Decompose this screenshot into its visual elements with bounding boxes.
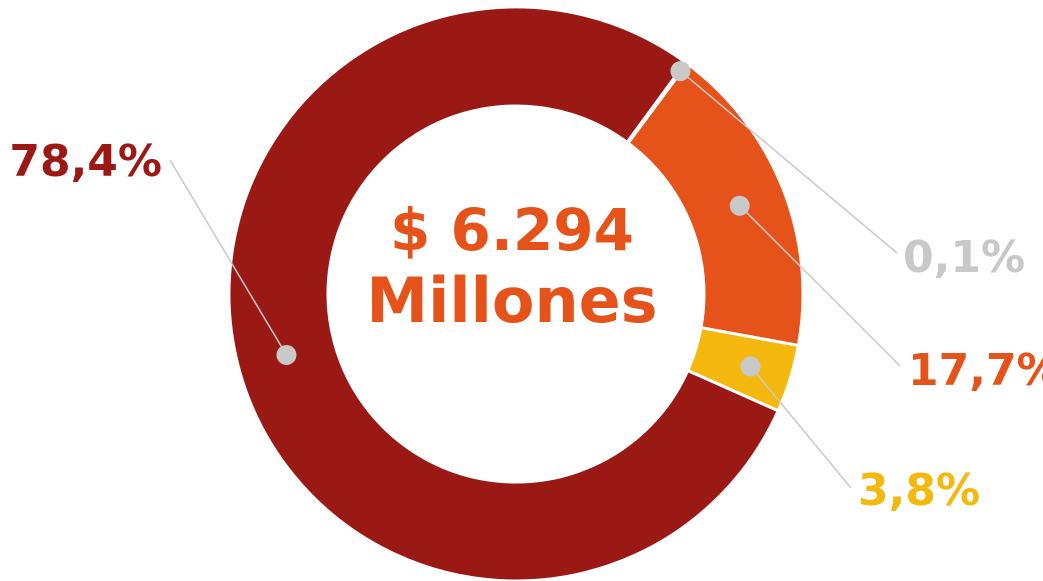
leader-line (679, 70, 898, 254)
slice-percent-label: 3,8% (858, 465, 980, 516)
slice-percent-label: 17,7% (908, 345, 1043, 396)
leader-line (739, 205, 901, 367)
leader-dot (670, 61, 691, 82)
leader-line (169, 159, 288, 356)
donut-slice (227, 5, 781, 581)
leader-dot (729, 195, 750, 216)
leader-dot (276, 344, 297, 365)
leader-line (749, 365, 852, 489)
center-unit: Millones (366, 264, 657, 337)
leader-lines (169, 61, 901, 489)
slice-labels: 78,4% 0,1% 17,7% 3,8% (9, 136, 1043, 516)
slice-percent-label: 78,4% (9, 136, 162, 187)
center-amount: $ 6.294 (390, 196, 634, 264)
leader-dot (740, 356, 761, 377)
slice-percent-label: 0,1% (903, 232, 1025, 283)
